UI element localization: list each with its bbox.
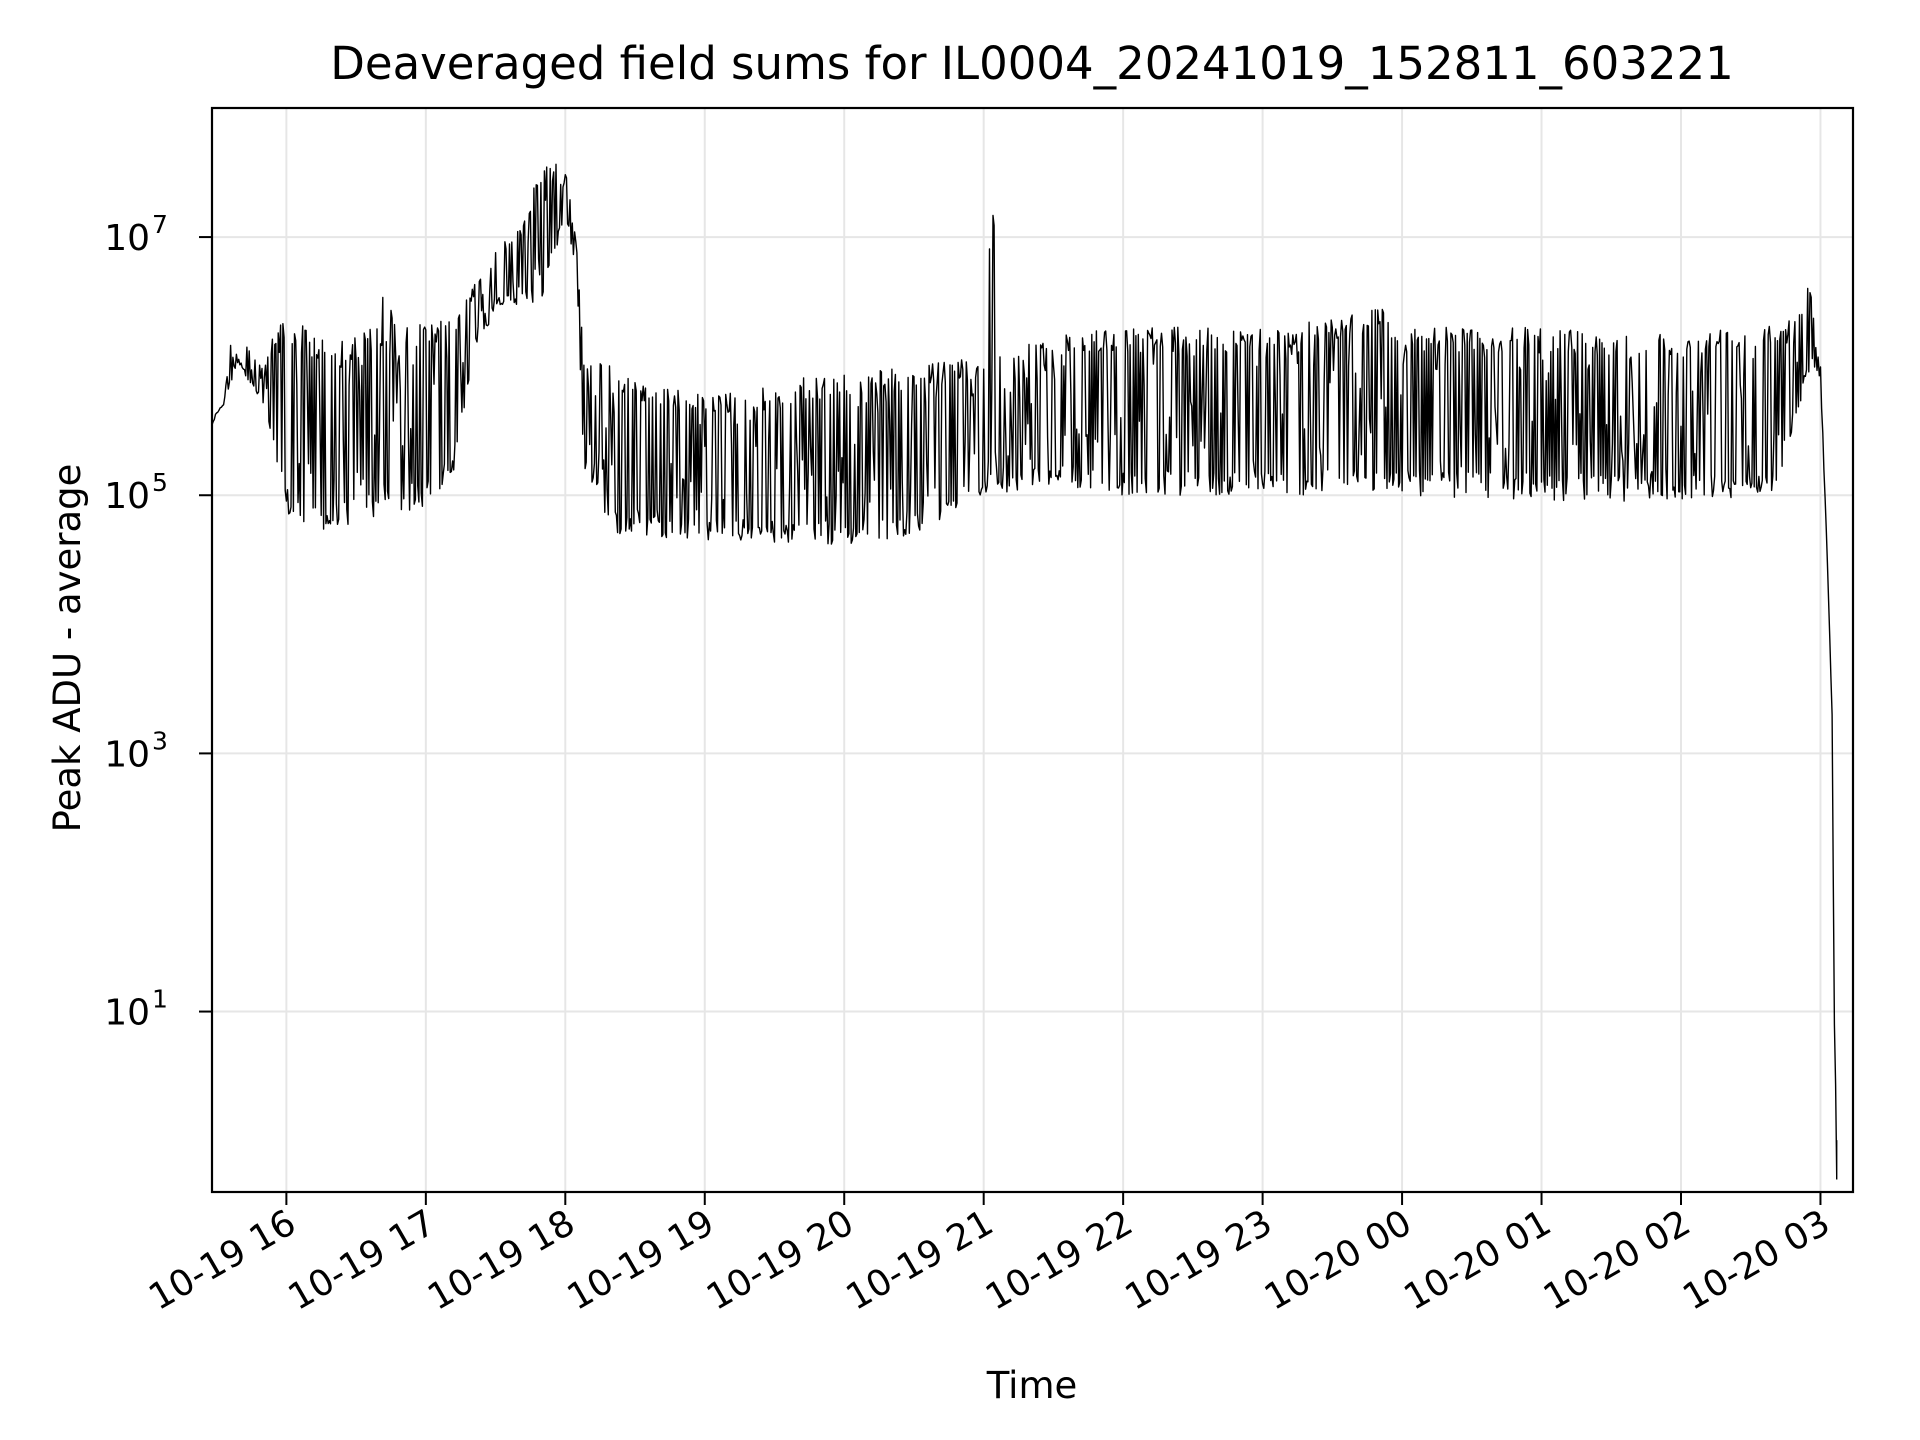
y-axis-label: Peak ADU - average: [46, 464, 89, 833]
y-tick-label: 10 7: [104, 210, 168, 259]
y-tick-exponent: 3: [152, 726, 168, 755]
y-tick-label: 10 3: [104, 726, 168, 775]
axes-frame: [210, 106, 1855, 1194]
y-tick-base: 10: [104, 218, 150, 259]
y-tick-exponent: 5: [152, 468, 168, 497]
y-tick-base: 10: [104, 734, 150, 775]
y-tick-base: 10: [104, 993, 150, 1034]
y-tick-exponent: 1: [152, 985, 168, 1014]
y-tick-label: 10 1: [104, 985, 168, 1034]
y-tick-exponent: 7: [152, 210, 168, 239]
y-gridlines: [212, 236, 1853, 1013]
chart-title: Deaveraged field sums for IL0004_2024101…: [330, 37, 1734, 90]
y-tick-base: 10: [104, 476, 150, 517]
y-tick-label: 10 5: [104, 468, 168, 517]
plot-area: [211, 163, 1838, 1180]
series-line: [211, 163, 1838, 1180]
x-axis-label: Time: [986, 1364, 1078, 1407]
